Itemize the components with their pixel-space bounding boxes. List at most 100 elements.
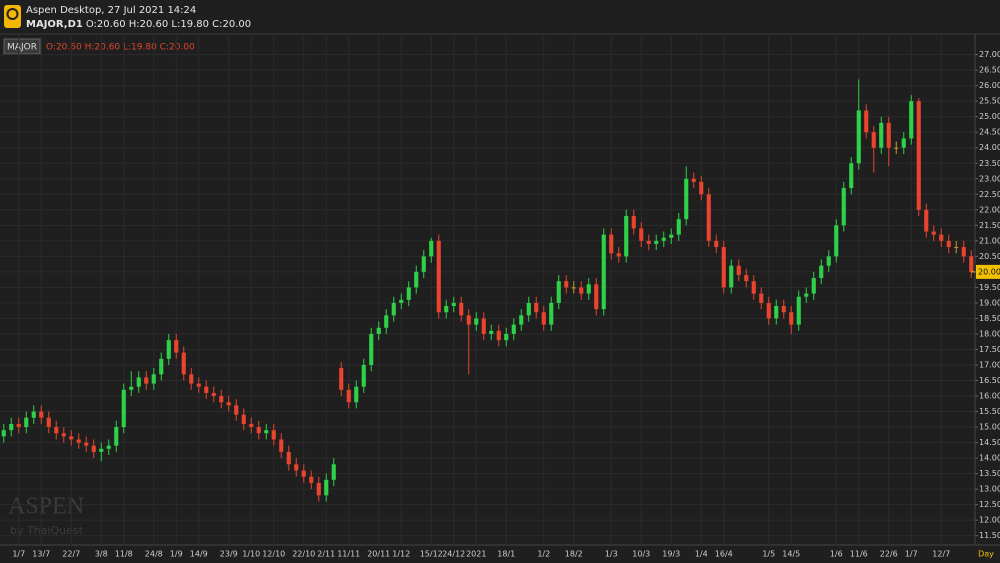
watermark-by: by ThaiQuest bbox=[10, 524, 84, 537]
candle-body bbox=[279, 439, 284, 452]
symbol: MAJOR,D1 bbox=[26, 19, 83, 30]
candle-body bbox=[189, 374, 194, 384]
x-tick-label: 3/8 bbox=[95, 550, 108, 559]
candle-body bbox=[421, 256, 426, 272]
candle-body bbox=[841, 188, 846, 226]
candle-body bbox=[301, 470, 306, 477]
candle-body bbox=[91, 445, 96, 452]
candle-body bbox=[661, 237, 666, 241]
candles bbox=[1, 79, 974, 502]
candle-body bbox=[924, 209, 929, 232]
candle-body bbox=[166, 340, 171, 359]
x-tick-label: 2021 bbox=[466, 550, 486, 559]
candle-body bbox=[384, 315, 389, 328]
y-tick-label: 24.00 bbox=[979, 143, 1000, 152]
candle-body bbox=[879, 122, 884, 148]
candle-body bbox=[796, 296, 801, 325]
x-tick-label: 14/9 bbox=[190, 550, 208, 559]
y-tick-label: 24.50 bbox=[979, 128, 1000, 137]
candle-body bbox=[549, 302, 554, 325]
candle-body bbox=[151, 374, 156, 384]
candle-body bbox=[399, 299, 404, 303]
y-tick-label: 22.00 bbox=[979, 205, 1000, 214]
y-tick-label: 16.50 bbox=[979, 376, 1000, 385]
candle-body bbox=[414, 271, 419, 288]
x-tick-label: 1/3 bbox=[605, 550, 618, 559]
x-tick-label: 1/7 bbox=[12, 550, 25, 559]
x-tick-label: 16/4 bbox=[715, 550, 733, 559]
candle-body bbox=[129, 386, 134, 390]
candle-body bbox=[84, 442, 89, 446]
x-tick-label: 11/11 bbox=[337, 550, 360, 559]
candle-body bbox=[31, 411, 36, 418]
y-tick-label: 26.00 bbox=[979, 81, 1000, 90]
watermark-brand: ASPEN bbox=[8, 494, 84, 520]
candle-body bbox=[391, 302, 396, 316]
candle-body bbox=[54, 427, 59, 434]
y-tick-label: 27.00 bbox=[979, 50, 1000, 59]
candle-body bbox=[99, 448, 104, 452]
candle-body bbox=[256, 427, 261, 434]
candle-body bbox=[226, 402, 231, 406]
candle-body bbox=[16, 423, 21, 428]
candle-body bbox=[789, 312, 794, 325]
candle-body bbox=[676, 219, 681, 235]
candle-body bbox=[856, 110, 861, 164]
candle-body bbox=[729, 265, 734, 288]
candle-body bbox=[61, 433, 66, 437]
candle-body bbox=[946, 240, 951, 248]
candle-body bbox=[646, 240, 651, 244]
x-tick-label: 18/2 bbox=[565, 550, 583, 559]
candle-body bbox=[76, 439, 81, 443]
candle-body bbox=[316, 482, 321, 496]
candle-body bbox=[144, 377, 149, 384]
candle-body bbox=[744, 274, 749, 282]
candle-body bbox=[954, 247, 959, 249]
candle-body bbox=[331, 464, 336, 480]
candle-body bbox=[496, 330, 501, 341]
candle-body bbox=[286, 451, 291, 465]
y-tick-label: 13.50 bbox=[979, 469, 1000, 478]
x-tick-label: 23/9 bbox=[220, 550, 238, 559]
candle-body bbox=[766, 302, 771, 319]
x-tick-label: 1/10 bbox=[242, 550, 260, 559]
y-tick-label: 18.50 bbox=[979, 314, 1000, 323]
candle-body bbox=[211, 392, 216, 397]
x-tick-label: 24/8 bbox=[145, 550, 163, 559]
candle-body bbox=[759, 293, 764, 303]
candle-body bbox=[684, 178, 689, 220]
candle-body bbox=[609, 234, 614, 254]
candle-body bbox=[519, 315, 524, 325]
candle-body bbox=[159, 358, 164, 375]
y-tick-label: 15.00 bbox=[979, 423, 1000, 432]
candle-body bbox=[834, 225, 839, 257]
candle-body bbox=[594, 284, 599, 310]
candle-body bbox=[849, 163, 854, 189]
candle-body bbox=[69, 436, 74, 440]
symbol-line: MAJOR,D1 O:20.60 H:20.60 L:19.80 C:20.00 bbox=[26, 19, 251, 30]
candle-body bbox=[459, 302, 464, 316]
y-tick-label: 25.00 bbox=[979, 112, 1000, 121]
x-tick-label: 10/3 bbox=[632, 550, 650, 559]
y-tick-label: 12.00 bbox=[979, 516, 1000, 525]
candle-body bbox=[436, 240, 441, 313]
candle-body bbox=[24, 417, 29, 428]
candle-body bbox=[909, 101, 914, 139]
x-tick-label: 19/3 bbox=[662, 550, 680, 559]
candle-body bbox=[819, 265, 824, 279]
candle-body bbox=[429, 240, 434, 257]
candle-body bbox=[616, 253, 621, 257]
x-tick-label: 1/4 bbox=[695, 550, 708, 559]
candle-body bbox=[294, 464, 299, 471]
x-tick-label: 14/5 bbox=[782, 550, 800, 559]
y-tick-label: 21.50 bbox=[979, 221, 1000, 230]
x-tick-label: 12/10 bbox=[262, 550, 285, 559]
candle-body bbox=[781, 306, 786, 313]
candle-body bbox=[564, 281, 569, 288]
legend-symbol: MAJOR bbox=[7, 43, 37, 53]
y-tick-label: 14.50 bbox=[979, 438, 1000, 447]
candle-body bbox=[601, 234, 606, 310]
app-icon-glyph bbox=[6, 8, 19, 20]
